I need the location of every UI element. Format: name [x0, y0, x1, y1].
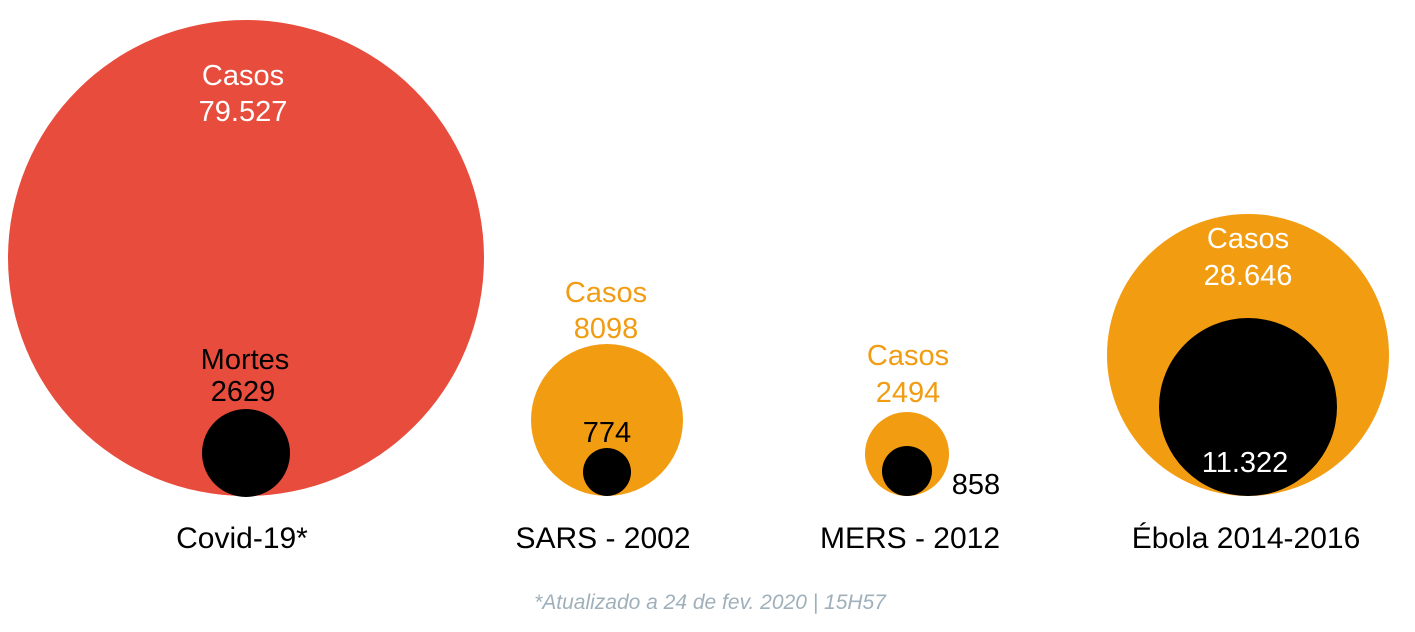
update-footnote: *Atualizado a 24 de fev. 2020 | 15H57	[534, 591, 887, 614]
ebola-group: Casos 28.646 11.322 Ébola 2014-2016	[1107, 214, 1389, 555]
covid-deaths-label: Mortes	[201, 344, 290, 376]
sars-name-label: SARS - 2002	[515, 522, 690, 555]
covid-cases-circle	[8, 20, 484, 496]
ebola-name-label: Ébola 2014-2016	[1132, 522, 1361, 555]
sars-cases-label: Casos	[565, 277, 647, 309]
mers-deaths-value: 858	[952, 469, 1000, 501]
mers-name-label: MERS - 2012	[820, 522, 1000, 555]
sars-deaths-value: 774	[583, 417, 631, 449]
sars-cases-value: 8098	[574, 313, 639, 345]
covid-name-label: Covid-19*	[176, 522, 308, 555]
mers-group: Casos 2494 858 MERS - 2012	[820, 340, 1000, 555]
covid-group: Casos 79.527 Mortes 2629 Covid-19*	[8, 20, 484, 555]
ebola-deaths-value: 11.322	[1202, 447, 1289, 479]
covid-cases-label: Casos	[202, 60, 284, 92]
ebola-deaths-circle	[1159, 318, 1337, 496]
mers-cases-value: 2494	[876, 377, 941, 409]
sars-deaths-circle	[583, 448, 631, 496]
covid-deaths-circle	[202, 409, 290, 497]
covid-cases-value: 79.527	[199, 96, 288, 128]
sars-cases-circle	[531, 344, 683, 496]
covid-deaths-value: 2629	[211, 376, 276, 408]
mers-cases-label: Casos	[867, 340, 949, 372]
ebola-cases-value: 28.646	[1204, 260, 1293, 292]
mers-deaths-circle	[882, 446, 932, 496]
sars-group: Casos 8098 774 SARS - 2002	[515, 277, 690, 555]
ebola-cases-label: Casos	[1207, 223, 1289, 255]
